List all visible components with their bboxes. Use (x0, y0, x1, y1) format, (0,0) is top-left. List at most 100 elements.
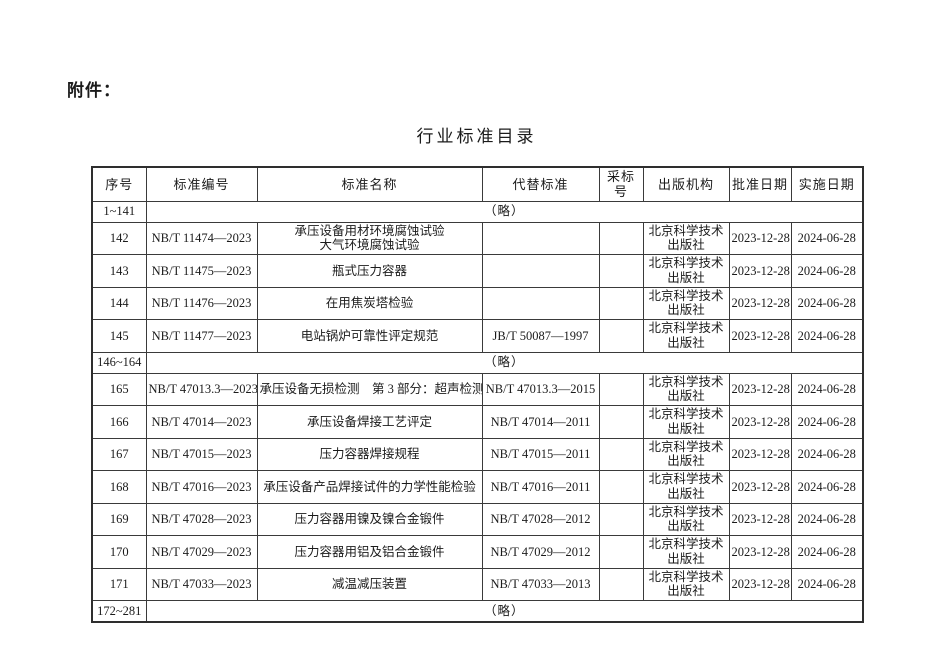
cell-publisher: 北京科学技术 出版社 (642, 470, 730, 504)
table-row: 146~164 （略） (91, 351, 864, 374)
cell-replaced-standard: NB/T 47015—2011 (481, 437, 600, 472)
cell-standard-name: 压力容器焊接规程 (256, 437, 483, 472)
cell-seq: 167 (91, 437, 147, 472)
cell-seq: 168 (91, 470, 147, 504)
cell-standard-code: NB/T 47015—2023 (145, 437, 258, 472)
cell-approval-date: 2023-12-28 (728, 221, 792, 256)
standards-table: 序号 标准编号 标准名称 代替标准 采标号 出版机构 批准日期 实施日期 1~1… (91, 166, 864, 623)
cell-approval-date: 2023-12-28 (728, 319, 792, 353)
cell-standard-code: NB/T 47029—2023 (145, 535, 258, 569)
cell-publisher: 北京科学技术 出版社 (642, 221, 730, 256)
table-row: 169 NB/T 47028—2023 压力容器用镍及镍合金锻件 NB/T 47028… (91, 502, 864, 537)
cell-seq: 145 (91, 319, 147, 353)
cell-ellipsis: （略） (145, 600, 864, 623)
cell-approval-date: 2023-12-28 (728, 535, 792, 569)
cell-standard-name: 承压设备焊接工艺评定 (256, 405, 483, 439)
cell-standard-name: 减温减压装置 (256, 567, 483, 602)
cell-seq: 169 (91, 502, 147, 537)
cell-replaced-standard (481, 221, 600, 256)
cell-standard-code: NB/T 11477—2023 (145, 319, 258, 353)
table-row: 142 NB/T 11474—2023 承压设备用材环境腐蚀试验 大气环境腐蚀试验 北京… (91, 221, 864, 256)
cell-standard-code: NB/T 11476—2023 (145, 286, 258, 321)
cell-replaced-standard: NB/T 47033—2013 (481, 567, 600, 602)
table-row: 166 NB/T 47014—2023 承压设备焊接工艺评定 NB/T 47014—2… (91, 405, 864, 439)
cell-implementation-date: 2024-06-28 (790, 372, 864, 407)
cell-seq: 142 (91, 221, 147, 256)
cell-publisher: 北京科学技术 出版社 (642, 437, 730, 472)
table-row: 165 NB/T 47013.3—2023 承压设备无损检测 第 3 部分：超声检测… (91, 372, 864, 407)
cell-publisher: 北京科学技术 出版社 (642, 286, 730, 321)
table-row: 143 NB/T 11475—2023 瓶式压力容器 北京科学技术 出版社 2023-12… (91, 254, 864, 288)
table-header-row: 序号 标准编号 标准名称 代替标准 采标号 出版机构 批准日期 实施日期 (91, 166, 864, 202)
column-header-seq: 序号 (91, 166, 147, 202)
cell-publisher: 北京科学技术 出版社 (642, 372, 730, 407)
table-row: 144 NB/T 11476—2023 在用焦炭塔检验 北京科学技术 出版社 2023-1… (91, 286, 864, 321)
column-header-publisher: 出版机构 (642, 166, 730, 202)
cell-approval-date: 2023-12-28 (728, 567, 792, 602)
cell-replaced-standard: NB/T 47013.3—2015 (481, 372, 600, 407)
cell-standard-code: NB/T 47028—2023 (145, 502, 258, 537)
cell-approval-date: 2023-12-28 (728, 286, 792, 321)
cell-implementation-date: 2024-06-28 (790, 221, 864, 256)
cell-ellipsis: （略） (145, 200, 864, 223)
column-header-adopted: 采标号 (598, 166, 644, 202)
cell-standard-code: NB/T 11475—2023 (145, 254, 258, 288)
cell-adopted-number (598, 405, 644, 439)
column-header-name: 标准名称 (256, 166, 483, 202)
cell-replaced-standard: NB/T 47028—2012 (481, 502, 600, 537)
column-header-approved: 批准日期 (728, 166, 792, 202)
cell-implementation-date: 2024-06-28 (790, 470, 864, 504)
cell-approval-date: 2023-12-28 (728, 405, 792, 439)
cell-standard-name: 承压设备用材环境腐蚀试验 大气环境腐蚀试验 (256, 221, 483, 256)
cell-replaced-standard: JB/T 50087—1997 (481, 319, 600, 353)
cell-seq: 143 (91, 254, 147, 288)
cell-standard-name: 电站锅炉可靠性评定规范 (256, 319, 483, 353)
cell-approval-date: 2023-12-28 (728, 470, 792, 504)
cell-seq: 171 (91, 567, 147, 602)
cell-seq: 165 (91, 372, 147, 407)
cell-approval-date: 2023-12-28 (728, 502, 792, 537)
cell-implementation-date: 2024-06-28 (790, 437, 864, 472)
cell-publisher: 北京科学技术 出版社 (642, 567, 730, 602)
cell-replaced-standard (481, 254, 600, 288)
cell-implementation-date: 2024-06-28 (790, 405, 864, 439)
cell-approval-date: 2023-12-28 (728, 254, 792, 288)
page-title: 行业标准目录 (416, 127, 537, 146)
cell-replaced-standard: NB/T 47016—2011 (481, 470, 600, 504)
attachment-label: 附件： (67, 81, 121, 100)
cell-adopted-number (598, 502, 644, 537)
cell-seq: 1~141 (91, 200, 147, 223)
cell-standard-name: 承压设备无损检测 第 3 部分：超声检测 (256, 372, 483, 407)
cell-standard-code: NB/T 11474—2023 (145, 221, 258, 256)
cell-standard-name: 承压设备产品焊接试件的力学性能检验 (256, 470, 483, 504)
cell-adopted-number (598, 254, 644, 288)
cell-replaced-standard: NB/T 47014—2011 (481, 405, 600, 439)
cell-adopted-number (598, 286, 644, 321)
cell-standard-code: NB/T 47033—2023 (145, 567, 258, 602)
cell-standard-code: NB/T 47014—2023 (145, 405, 258, 439)
cell-implementation-date: 2024-06-28 (790, 286, 864, 321)
cell-implementation-date: 2024-06-28 (790, 502, 864, 537)
cell-implementation-date: 2024-06-28 (790, 319, 864, 353)
cell-adopted-number (598, 535, 644, 569)
table-row: 167 NB/T 47015—2023 压力容器焊接规程 NB/T 47015—201… (91, 437, 864, 472)
cell-seq: 172~281 (91, 600, 147, 623)
cell-standard-name: 在用焦炭塔检验 (256, 286, 483, 321)
table-row: 172~281 （略） (91, 600, 864, 623)
column-header-replaced: 代替标准 (481, 166, 600, 202)
cell-approval-date: 2023-12-28 (728, 372, 792, 407)
cell-approval-date: 2023-12-28 (728, 437, 792, 472)
table-row: 145 NB/T 11477—2023 电站锅炉可靠性评定规范 JB/T 50087—… (91, 319, 864, 353)
cell-standard-name: 压力容器用镍及镍合金锻件 (256, 502, 483, 537)
cell-adopted-number (598, 221, 644, 256)
cell-seq: 144 (91, 286, 147, 321)
cell-standard-name: 瓶式压力容器 (256, 254, 483, 288)
cell-implementation-date: 2024-06-28 (790, 567, 864, 602)
cell-seq: 146~164 (91, 351, 147, 374)
cell-adopted-number (598, 319, 644, 353)
cell-publisher: 北京科学技术 出版社 (642, 405, 730, 439)
cell-publisher: 北京科学技术 出版社 (642, 535, 730, 569)
cell-publisher: 北京科学技术 出版社 (642, 254, 730, 288)
cell-adopted-number (598, 567, 644, 602)
